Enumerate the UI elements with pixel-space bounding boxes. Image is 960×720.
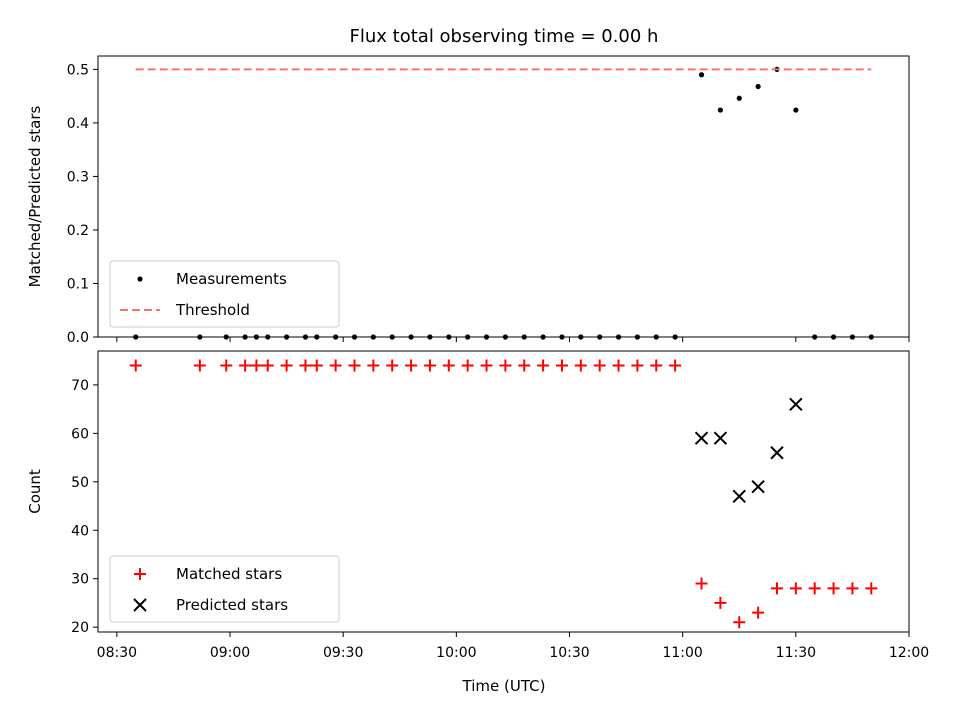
measurement-point [717, 107, 723, 113]
matched-star-point [752, 606, 765, 619]
matched-star-point [555, 359, 568, 372]
legend: Measurements Threshold [109, 260, 340, 328]
x-tick-label: 10:30 [549, 645, 589, 661]
y-tick-label: 30 [71, 572, 89, 588]
y-tick-label: 0.3 [67, 169, 89, 185]
matched-star-point [310, 359, 323, 372]
legend-label: Matched stars [176, 565, 282, 583]
y-tick-label: 0.5 [67, 62, 89, 78]
y-tick-label: 0.0 [67, 330, 89, 346]
legend-label: Threshold [175, 301, 250, 319]
legend-box [109, 555, 340, 623]
y-axis-label: Count [26, 469, 44, 514]
matched-star-point [574, 359, 587, 372]
y-tick-label: 0.2 [67, 223, 89, 239]
matched-star-point [261, 359, 274, 372]
x-tick-label: 11:00 [662, 645, 702, 661]
matched-star-point [669, 359, 682, 372]
matched-star-point [612, 359, 625, 372]
matched-star-point [865, 582, 878, 595]
legend-predicted-swatch [133, 598, 147, 612]
matched-star-point [220, 359, 233, 372]
matched-star-point [461, 359, 474, 372]
matched-star-point [537, 359, 550, 372]
axes-frame [97, 350, 910, 633]
x-tick-label: 10:00 [436, 645, 476, 661]
y-tick-label: 70 [71, 378, 89, 394]
matched-star-point [193, 359, 206, 372]
matched-star-point [714, 596, 727, 609]
legend-measurements-swatch [137, 276, 143, 282]
x-tick-label: 12:00 [889, 645, 929, 661]
matched-star-point [695, 577, 708, 590]
y-axis-label: Matched/Predicted stars [26, 106, 44, 288]
predicted-star-point [713, 431, 728, 445]
legend-label: Predicted stars [176, 596, 288, 614]
predicted-star-point [751, 479, 765, 494]
axes-frame [97, 55, 910, 338]
matched-star-point [480, 359, 493, 372]
matched-star-point [386, 359, 399, 372]
matched-star-point [650, 359, 663, 372]
matched-star-point [367, 359, 380, 372]
y-tick-label: 40 [71, 523, 89, 539]
y-tick-label: 60 [71, 426, 89, 442]
predicted-star-point [789, 397, 803, 412]
matched-star-point [733, 616, 746, 629]
measurement-point [755, 83, 761, 90]
matched-star-point [250, 359, 263, 372]
legend-label: Measurements [176, 270, 287, 288]
predicted-star-point [770, 446, 784, 460]
matched-star-point [239, 359, 252, 372]
y-tick-label: 20 [71, 620, 89, 636]
matched-star-point [808, 582, 821, 595]
x-tick-label: 09:00 [210, 645, 250, 661]
matched-star-point [770, 582, 783, 595]
predicted-star-point [694, 431, 709, 445]
y-tick-label: 0.1 [67, 276, 89, 292]
panel-flux-ratio: 0.0 0.1 0.2 0.3 0.4 0.5 Matched/Predicted star… [26, 55, 910, 346]
x-axis-label: Time (UTC) [462, 677, 546, 695]
matched-star-point [827, 582, 840, 595]
matched-star-point [129, 359, 142, 372]
matched-star-point [442, 359, 455, 372]
x-tick-label: 09:30 [323, 645, 363, 661]
legend-matched-swatch [134, 568, 146, 580]
matched-star-point [329, 359, 342, 372]
x-tick-label: 08:30 [97, 645, 137, 661]
y-tick-label: 0.4 [67, 116, 89, 132]
legend: Matched stars Predicted stars [109, 555, 340, 623]
matched-star-point [423, 359, 436, 372]
predicted-star-point [732, 489, 746, 504]
matched-star-point [499, 359, 512, 372]
panel-star-counts: 20 30 40 50 60 70 08:30 09:00 09:30 10:00 10:30 11:… [26, 350, 929, 661]
matched-star-point [631, 359, 644, 372]
legend-box [109, 260, 340, 328]
y-tick-label: 50 [71, 475, 89, 491]
measurement-point [698, 72, 705, 78]
matched-star-point [280, 359, 293, 372]
matched-star-point [518, 359, 531, 372]
matched-star-point [846, 582, 859, 595]
measurement-point [736, 95, 742, 101]
x-tick-label: 11:30 [776, 645, 816, 661]
matched-star-point [299, 359, 312, 372]
matched-star-point [789, 582, 802, 595]
matched-star-point [593, 359, 606, 372]
matched-star-point [405, 359, 418, 372]
chart-title: Flux total observing time = 0.00 h [350, 26, 659, 47]
measurement-point [793, 107, 799, 113]
matched-star-point [348, 359, 361, 372]
